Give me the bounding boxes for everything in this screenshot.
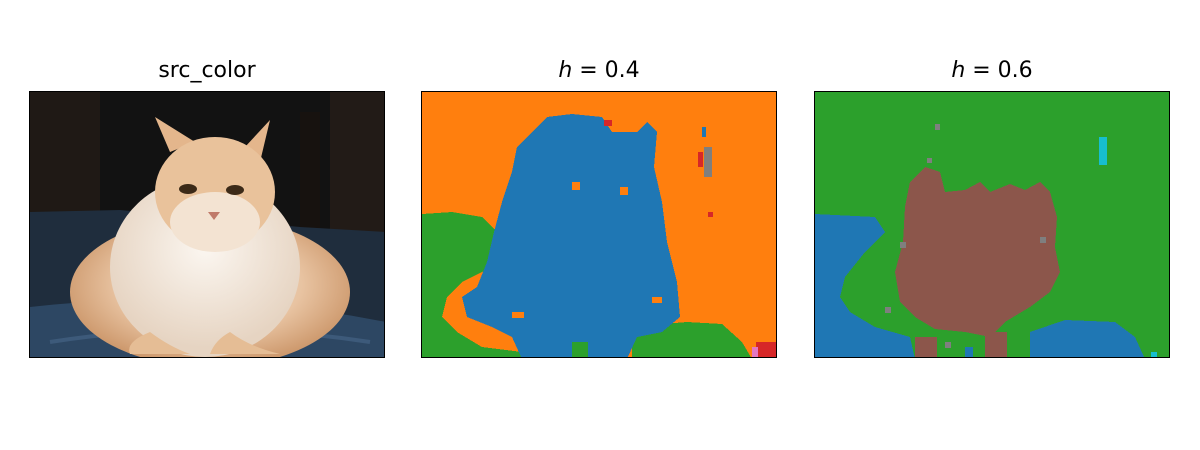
panel-title-src-color: src_color — [158, 58, 256, 83]
title-value: = 0.4 — [572, 58, 640, 83]
segmentation-h-04 — [421, 91, 777, 358]
title-variable: h — [951, 58, 966, 83]
src-color-image — [29, 91, 385, 358]
segmentation-h-06 — [814, 91, 1170, 358]
segmentation-map-h-06 — [815, 92, 1169, 357]
panel-title-h-04: h = 0.4 — [421, 56, 777, 86]
title-value: = 0.6 — [965, 58, 1033, 83]
cat-photo-illustration — [30, 92, 384, 357]
panel-title-h-06: h = 0.6 — [814, 56, 1170, 86]
segmentation-map-h-04 — [422, 92, 776, 357]
title-variable: h — [558, 58, 573, 83]
